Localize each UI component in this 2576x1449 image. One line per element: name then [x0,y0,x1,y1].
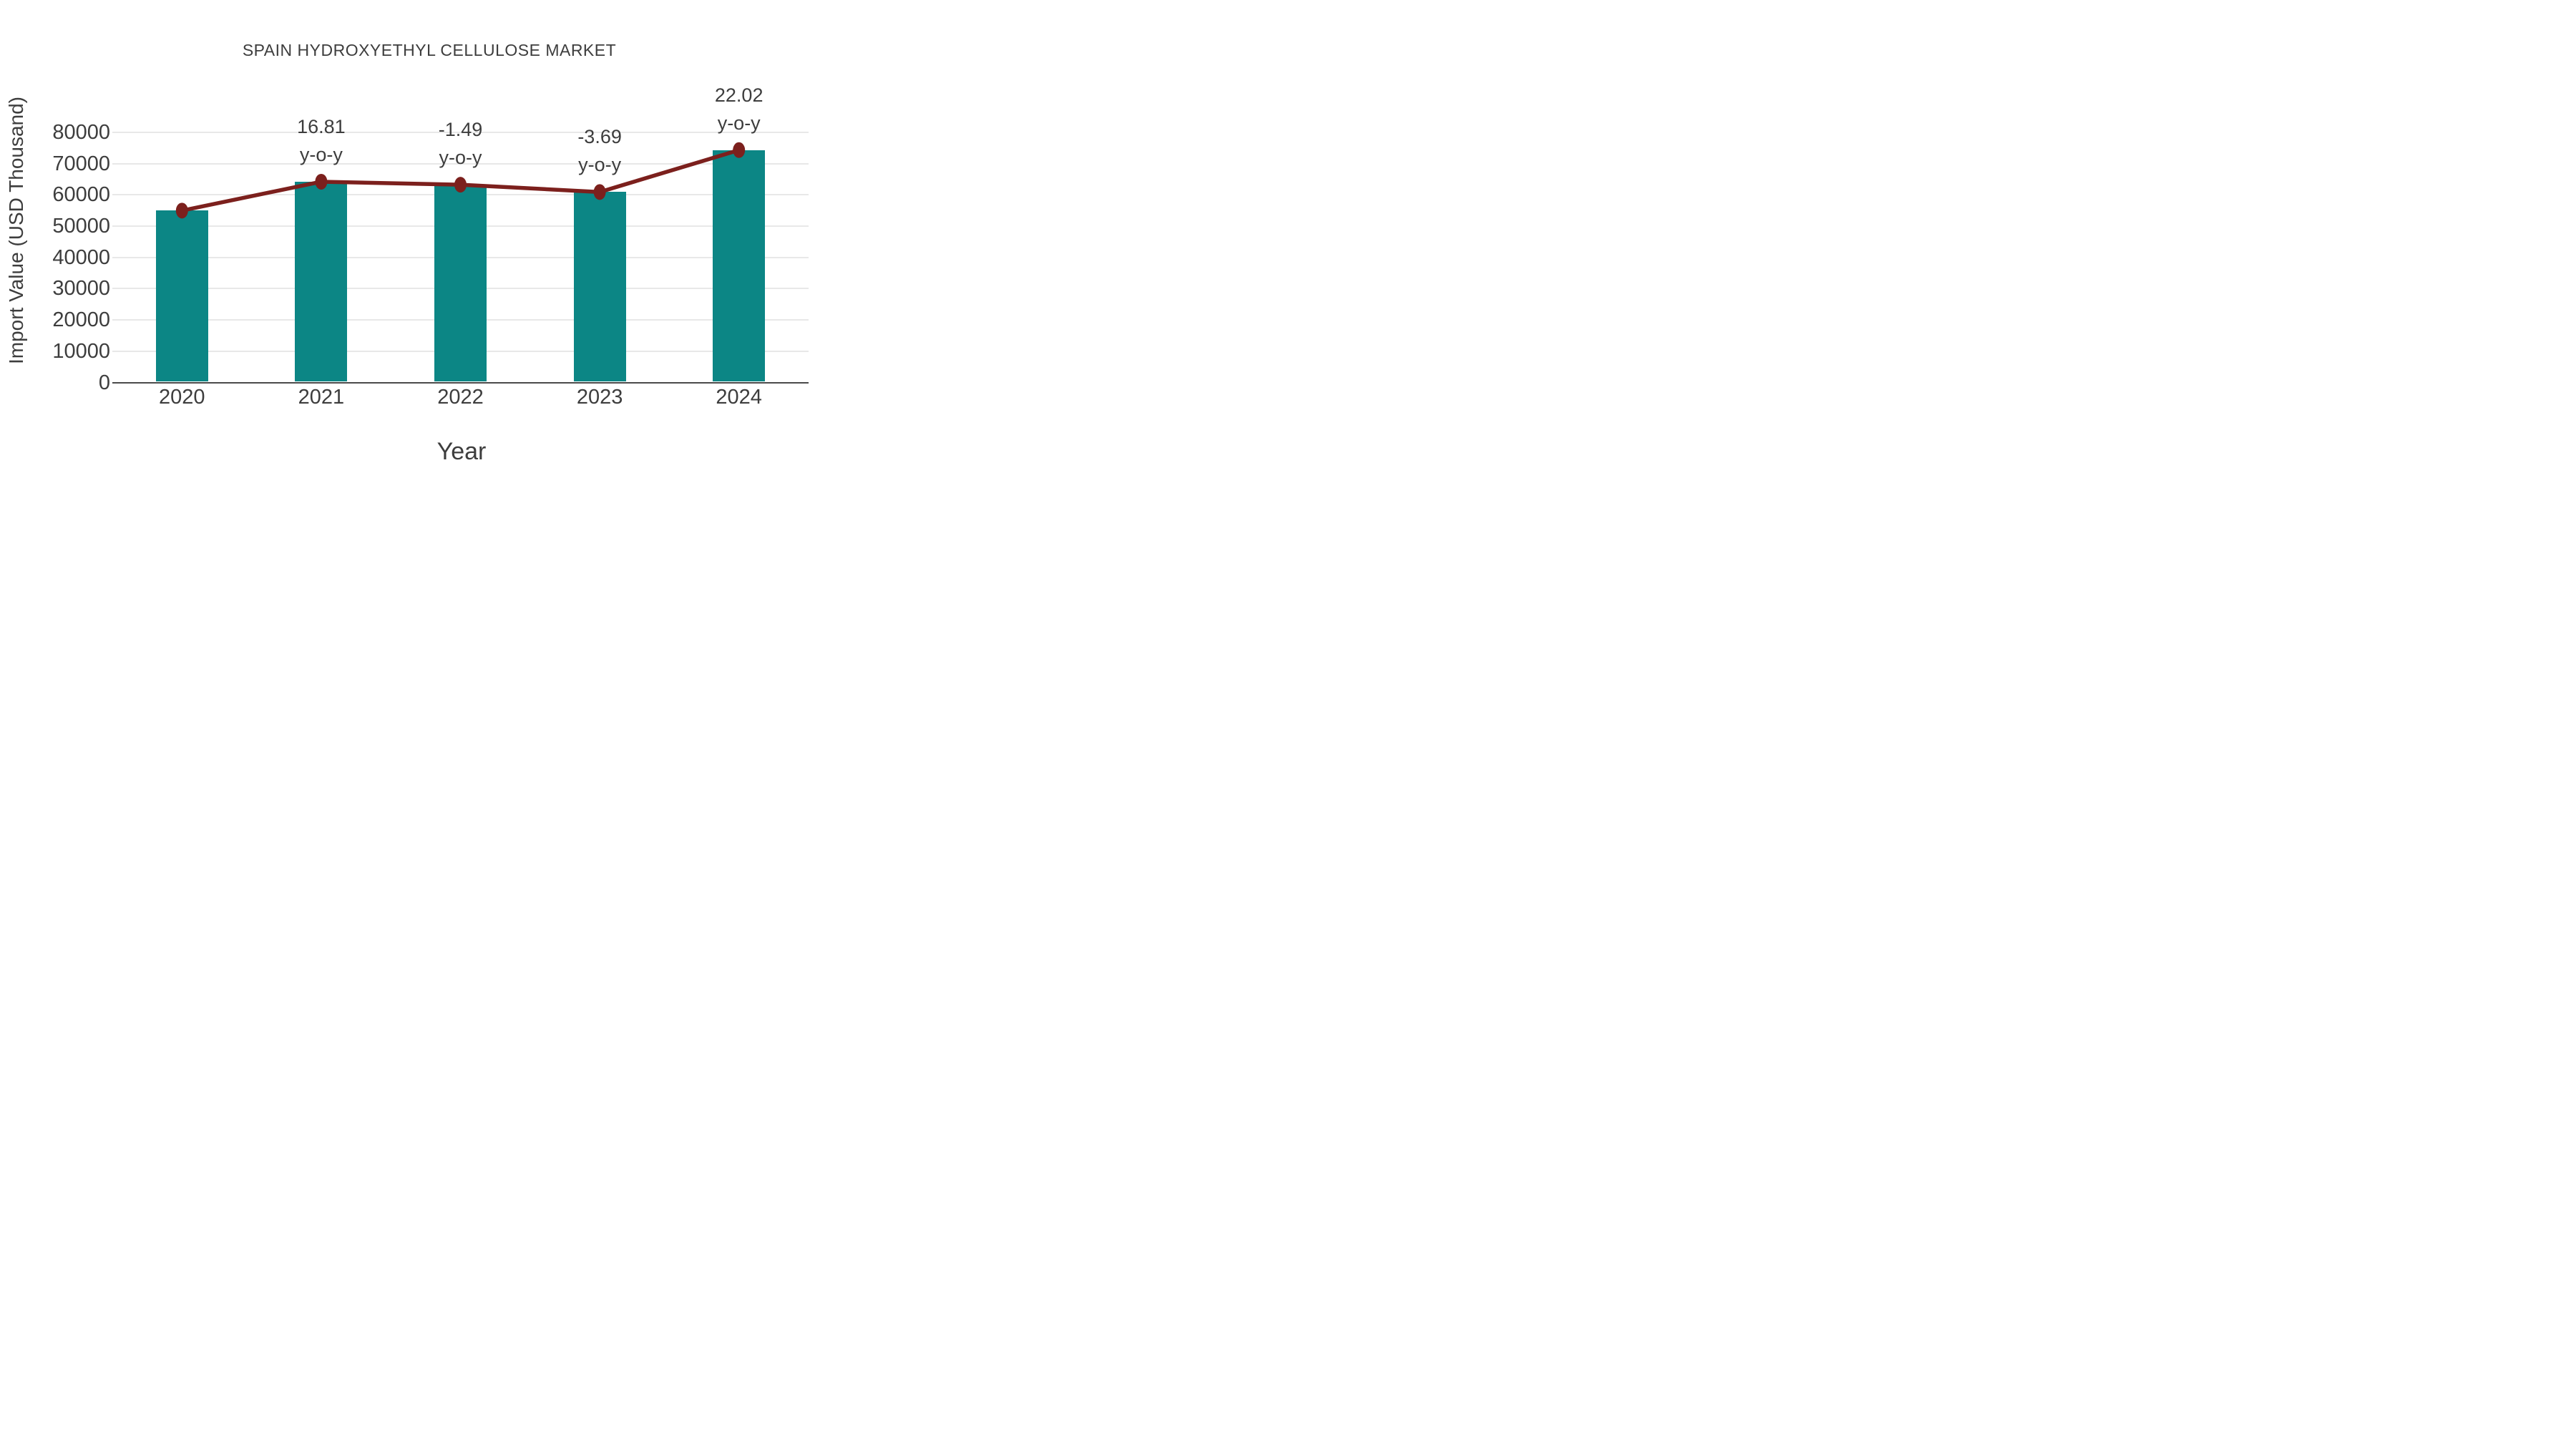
bar-2024 [713,150,766,382]
yoy-value-2024: 22.02 [714,84,763,106]
y-tick-label-70000: 70000 [52,152,110,175]
bar-2022 [434,185,487,382]
yoy-suffix-2024: y-o-y [717,112,761,134]
yoy-suffix-2022: y-o-y [439,147,482,169]
yoy-value-2023: -3.69 [577,126,622,148]
yoy-annotation-2024: 22.02 y-o-y [668,82,811,137]
yoy-value-2021: 16.81 [297,115,346,137]
x-tick-label-2024: 2024 [716,386,762,409]
x-axis-line [112,381,809,384]
y-tick-label-40000: 40000 [52,245,110,269]
chart-title: SPAIN HYDROXYETHYL CELLULOSE MARKET [242,41,617,59]
x-tick-label-2022: 2022 [437,386,484,409]
y-tick-label-20000: 20000 [52,308,110,332]
bar-2021 [295,181,348,382]
y-tick-label-0: 0 [98,371,110,394]
x-tick-label-2023: 2023 [576,386,623,409]
y-tick-label-50000: 50000 [52,215,110,238]
y-tick-label-10000: 10000 [52,339,110,363]
yoy-suffix-2021: y-o-y [299,143,343,165]
yoy-value-2022: -1.49 [438,119,483,141]
yoy-annotation-2021: 16.81 y-o-y [250,113,393,169]
x-axis-title: Year [436,438,487,465]
y-tick-label-60000: 60000 [52,183,110,207]
x-tick-label-2020: 2020 [159,386,205,409]
y-tick-label-30000: 30000 [52,277,110,301]
yoy-annotation-2022: -1.49 y-o-y [389,116,532,172]
chart-canvas: SPAIN HYDROXYETHYL CELLULOSE MARKET Impo… [0,0,859,483]
yoy-suffix-2023: y-o-y [578,154,622,176]
yoy-annotation-2023: -3.69 y-o-y [528,123,671,179]
bar-2023 [573,192,626,382]
y-tick-label-80000: 80000 [52,121,110,145]
x-tick-label-2021: 2021 [298,386,345,409]
bar-2020 [155,210,208,382]
gridline-80000 [112,132,809,134]
